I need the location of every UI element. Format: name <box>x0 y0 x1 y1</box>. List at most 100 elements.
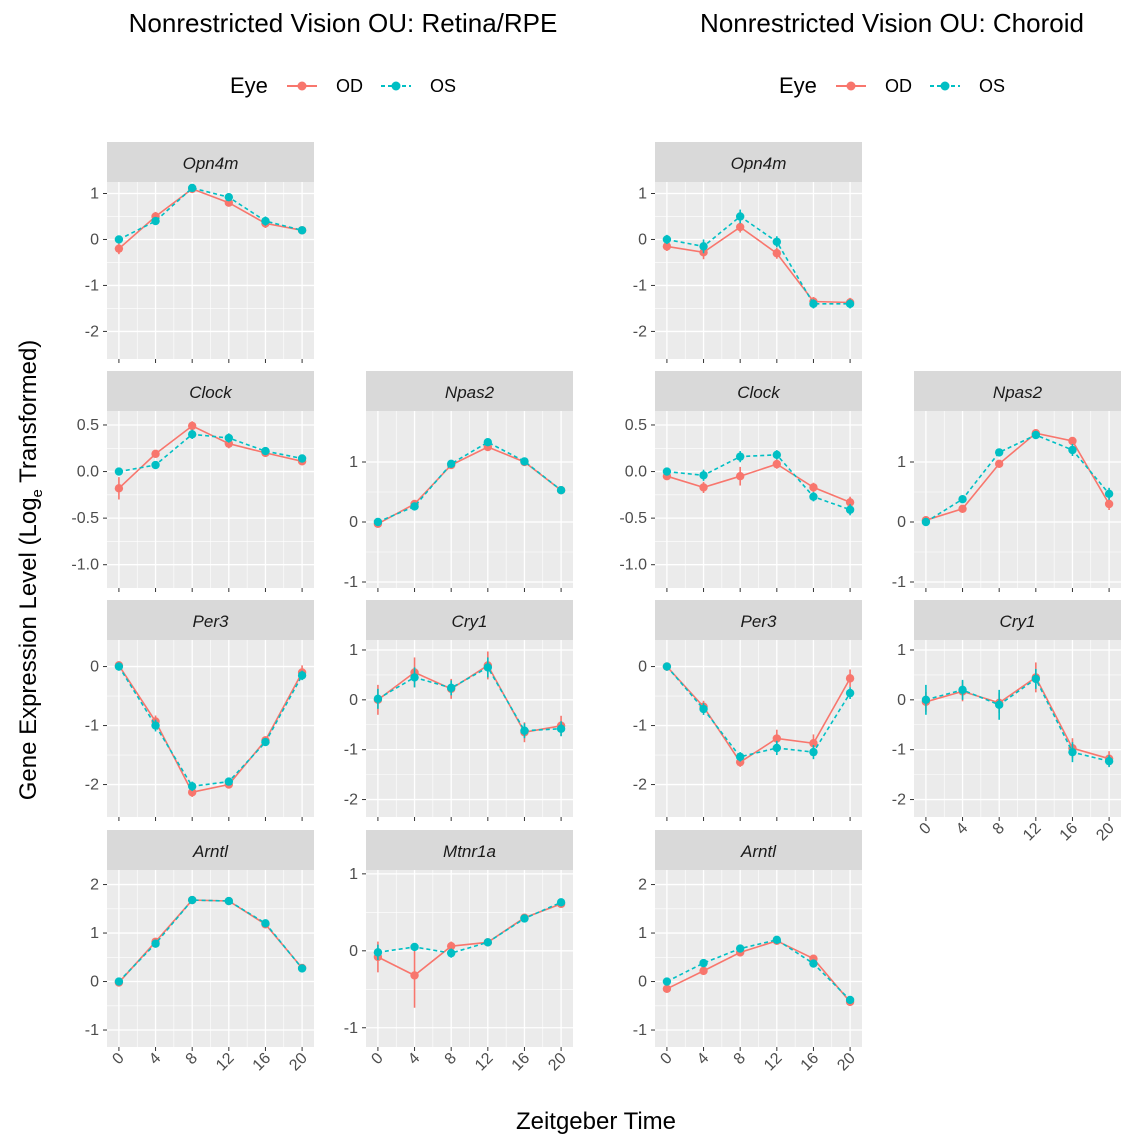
x-tick-label: 12 <box>761 1050 786 1075</box>
series-line <box>925 434 1110 523</box>
series-os <box>662 935 855 1005</box>
data-point <box>662 242 672 251</box>
legend-os-point <box>391 81 401 91</box>
data-point <box>187 421 197 431</box>
panels: Opn4m -2 -1 0 1 Clock -1.0 -0.5 0.0 0.5 Npas2 -1 0 1 P… <box>71 142 1121 1074</box>
y-tick-label: -1.0 <box>71 557 99 574</box>
data-point <box>994 459 1004 468</box>
data-point <box>845 505 855 514</box>
panel-npas2-retina: Npas2 -1 0 1 <box>344 371 573 592</box>
data-point <box>297 964 307 973</box>
panel-per3-retina: Per3 -2 -1 0 <box>85 600 314 821</box>
data-point <box>1031 430 1041 440</box>
series-line <box>666 665 851 758</box>
data-point <box>662 467 672 476</box>
facet-strip-label: Opn4m <box>183 154 239 173</box>
data-point <box>921 517 931 527</box>
data-point <box>772 743 782 753</box>
data-point <box>297 226 307 235</box>
y-tick-label: 1 <box>897 642 906 659</box>
data-point <box>699 966 708 976</box>
y-tick-label: -2 <box>633 777 647 794</box>
facet-strip <box>107 830 314 870</box>
y-tick-label: 1 <box>897 454 906 471</box>
data-point <box>483 663 493 672</box>
data-point <box>1068 436 1077 446</box>
facet-strip <box>914 600 1121 640</box>
data-point <box>845 688 855 698</box>
x-tick-label: 8 <box>731 1050 749 1068</box>
x-tick-label: 8 <box>183 1050 201 1068</box>
series-line <box>377 446 562 525</box>
y-tick-label: 1 <box>349 866 358 883</box>
data-point <box>699 471 708 480</box>
facet-strip <box>366 600 573 640</box>
y-tick-label: 0 <box>349 514 358 531</box>
y-tick-label: 0 <box>90 974 99 991</box>
facet-strip-label: Cry1 <box>452 612 488 631</box>
x-tick-label: 12 <box>213 1050 238 1075</box>
y-tick-label: 0 <box>349 943 358 960</box>
data-point <box>114 244 124 253</box>
legend-od-label: OD <box>336 76 363 96</box>
y-tick-label: 0 <box>638 659 647 676</box>
series-os <box>921 668 1114 768</box>
choroid-title: Nonrestricted Vision OU: Choroid <box>700 8 1084 38</box>
series-line <box>118 187 303 250</box>
x-tick-label: 16 <box>250 1050 275 1075</box>
x-tick-label: 12 <box>472 1050 497 1075</box>
facet-strip <box>655 600 862 640</box>
y-tick-label: -2 <box>892 792 906 809</box>
data-point <box>735 472 745 481</box>
x-tick-label: 12 <box>1020 820 1045 845</box>
facet-strip-label: Clock <box>737 383 781 402</box>
x-tick-label: 4 <box>953 820 971 838</box>
facet-strip-label: Per3 <box>193 612 229 631</box>
data-point <box>410 502 419 511</box>
x-tick-label: 4 <box>405 1050 423 1068</box>
facet-strip <box>655 830 862 870</box>
data-point <box>446 683 456 693</box>
facet-strip-label: Arntl <box>192 842 229 861</box>
y-tick-label: -1 <box>892 574 906 591</box>
data-point <box>410 673 419 682</box>
legend-od-label: OD <box>885 76 912 96</box>
panel-cry1-choroid: Cry1 -2 -1 0 1 0 4 8 12 16 20 <box>892 600 1121 844</box>
series-line <box>925 676 1110 760</box>
data-point <box>772 734 782 743</box>
series-line <box>666 453 851 511</box>
y-tick-label: -0.5 <box>71 510 99 527</box>
data-point <box>187 895 197 905</box>
facet-strip <box>107 142 314 182</box>
data-point <box>187 183 197 193</box>
y-tick-label: 0.5 <box>77 417 99 434</box>
data-point <box>809 299 818 309</box>
x-tick-label: 8 <box>442 1050 460 1068</box>
data-point <box>556 898 566 907</box>
legend-os-label: OS <box>430 76 456 96</box>
x-tick-label: 8 <box>990 820 1008 838</box>
facet-strip-label: Npas2 <box>445 383 495 402</box>
series-line <box>666 215 851 305</box>
panel-npas2-choroid: Npas2 -1 0 1 <box>892 371 1121 592</box>
data-point <box>958 495 967 504</box>
data-point <box>1031 674 1041 684</box>
y-tick-label: -1 <box>633 718 647 735</box>
data-point <box>151 939 160 948</box>
data-point <box>699 483 708 492</box>
data-point <box>772 459 782 469</box>
series-od <box>662 459 855 508</box>
facet-strip <box>366 371 573 411</box>
series-line <box>666 939 851 1003</box>
y-tick-label: 0 <box>897 514 906 531</box>
y-tick-label: -1 <box>85 277 99 294</box>
x-tick-label: 16 <box>798 1050 823 1075</box>
series-od <box>114 184 307 255</box>
y-tick-label: -2 <box>85 777 99 794</box>
data-point <box>520 914 529 923</box>
series-os <box>662 209 855 309</box>
data-point <box>410 942 419 952</box>
series-line <box>377 666 562 732</box>
data-point <box>662 977 672 986</box>
facet-strip <box>107 371 314 411</box>
